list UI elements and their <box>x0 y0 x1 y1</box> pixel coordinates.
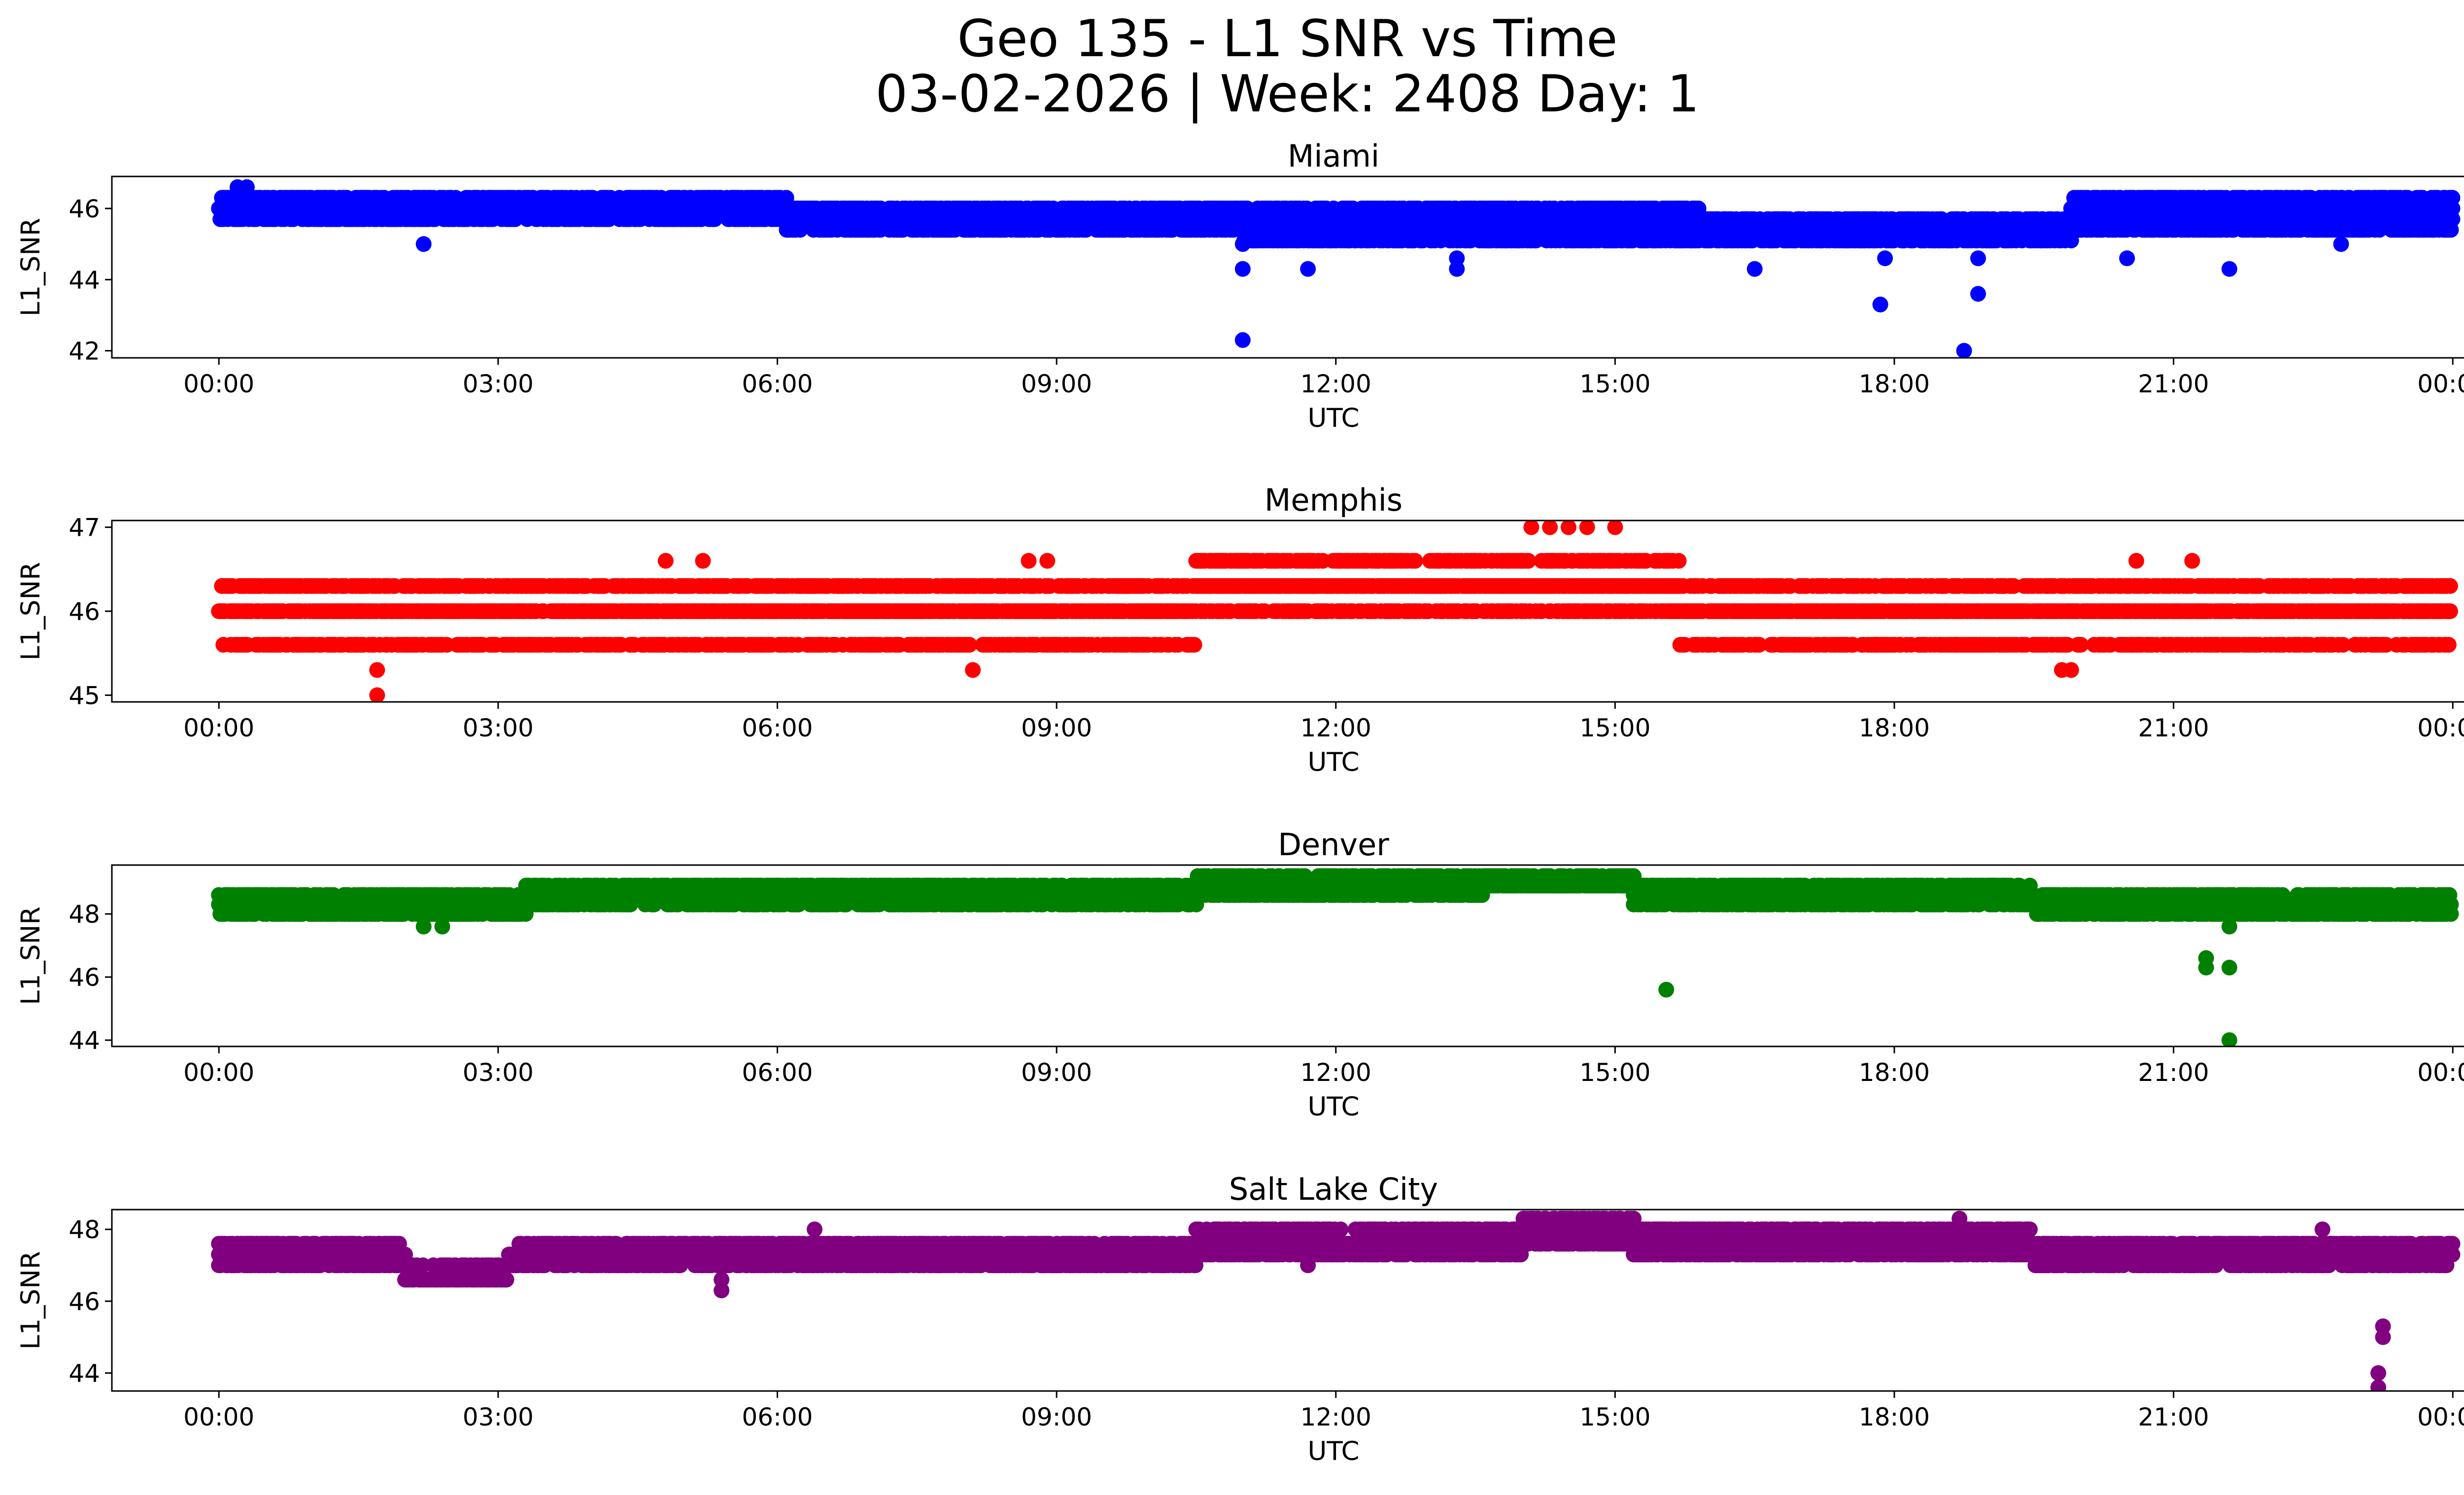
data-point-outlier <box>1970 250 1986 266</box>
x-tick-label: 12:00 <box>1300 370 1371 398</box>
data-point-outlier <box>1234 236 1251 252</box>
data-point-outlier <box>1234 332 1251 348</box>
data-point-outlier <box>2221 261 2237 277</box>
data-point-outlier <box>1449 250 1465 266</box>
x-tick-label: 00:00 <box>183 370 254 398</box>
figure-title: Geo 135 - L1 SNR vs Time <box>957 9 1618 69</box>
y-axis-label: L1_SNR <box>16 218 46 316</box>
axes-frame <box>111 175 2464 359</box>
data-point-outlier <box>1956 343 1972 358</box>
data-point-outlier <box>1877 250 1893 266</box>
series-points <box>211 521 2458 702</box>
x-tick-label: 06:00 <box>742 370 813 398</box>
y-tick-label: 46 <box>68 195 100 223</box>
series-points <box>211 179 2461 358</box>
data-point <box>2444 190 2461 206</box>
subplot-title: Memphis <box>1265 482 1403 518</box>
x-tick-label: 21:00 <box>2138 370 2209 398</box>
x-axis-label: UTC <box>1307 403 1359 433</box>
x-tick-label: 15:00 <box>1579 370 1650 398</box>
data-point-outlier <box>1300 261 1316 277</box>
data-point <box>1186 637 1202 653</box>
data-point-outlier <box>1234 261 1251 277</box>
x-tick-label: 00:00 <box>2417 370 2464 398</box>
data-point-outlier <box>1746 261 1763 277</box>
x-tick-label: 03:00 <box>463 370 534 398</box>
data-point-outlier <box>1970 286 1986 302</box>
data-point <box>1407 553 1423 569</box>
x-tick-label: 09:00 <box>1021 370 1092 398</box>
x-tick-label: 18:00 <box>1859 370 1930 398</box>
figure-subtitle: 03-02-2026 | Week: 2408 Day: 1 <box>875 65 1700 124</box>
data-point-outlier <box>1872 296 1888 313</box>
y-tick-label: 44 <box>68 266 100 294</box>
data-point-outlier <box>415 236 432 252</box>
data-point-outlier <box>2119 250 2135 266</box>
subplot-0: Miami 42 44 46 00:00 03:00 06:00 09:00 12:00 15:0… <box>16 138 2464 433</box>
data-point-outlier <box>2333 236 2349 252</box>
y-tick-label: 42 <box>68 337 100 366</box>
subplot-title: Miami <box>1288 138 1379 174</box>
data-point-outlier <box>2137 190 2154 206</box>
data-point-outlier <box>239 179 255 195</box>
